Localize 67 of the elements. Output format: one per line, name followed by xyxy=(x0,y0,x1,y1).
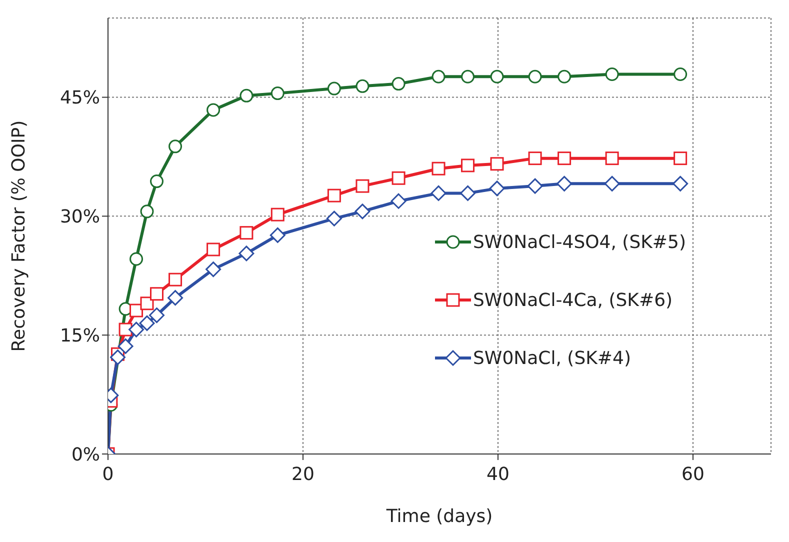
point xyxy=(150,287,164,301)
point xyxy=(140,204,154,218)
point xyxy=(527,178,543,194)
point xyxy=(490,70,504,84)
point xyxy=(118,322,132,336)
point xyxy=(240,88,254,102)
y-tick-label: 45% xyxy=(60,88,100,109)
point xyxy=(605,152,619,166)
point xyxy=(140,296,154,310)
point xyxy=(558,70,572,84)
legend-label: SW0NaCl, (SK#4) xyxy=(473,348,631,368)
y-axis-title: Recovery Factor (% OOIP) xyxy=(8,120,30,352)
point xyxy=(674,152,688,166)
point xyxy=(528,70,542,84)
y-tick-label: 15% xyxy=(60,325,100,346)
point xyxy=(356,179,370,193)
point xyxy=(432,162,446,176)
point xyxy=(489,180,505,196)
point xyxy=(327,188,341,202)
legend-label: SW0NaCl-4SO4, (SK#5) xyxy=(473,232,686,252)
point xyxy=(392,77,406,91)
point xyxy=(356,79,370,93)
point xyxy=(168,272,182,286)
point xyxy=(238,246,254,262)
point xyxy=(206,262,222,278)
point xyxy=(130,252,144,266)
point xyxy=(354,204,370,220)
point xyxy=(461,158,475,172)
y-tick-label: 0% xyxy=(71,444,100,466)
point xyxy=(270,86,284,100)
point xyxy=(490,157,504,171)
point xyxy=(206,103,220,117)
point xyxy=(604,176,620,192)
point xyxy=(168,290,184,306)
point xyxy=(270,208,284,222)
x-tick-label: 40 xyxy=(486,464,510,485)
point xyxy=(672,176,688,192)
point xyxy=(270,227,286,243)
point xyxy=(674,68,688,82)
point xyxy=(240,226,254,240)
point xyxy=(461,70,475,84)
legend-label: SW0NaCl-4Ca, (SK#6) xyxy=(473,290,673,310)
point xyxy=(528,152,542,166)
point xyxy=(110,350,126,366)
point xyxy=(556,176,572,192)
x-tick-label: 60 xyxy=(682,464,704,485)
x-tick-label: 0 xyxy=(102,464,114,485)
point xyxy=(390,193,406,209)
point xyxy=(149,308,164,324)
point xyxy=(558,152,572,166)
point xyxy=(327,82,341,96)
point xyxy=(118,338,134,354)
point xyxy=(139,315,155,331)
point xyxy=(432,70,446,84)
point xyxy=(206,242,220,256)
point xyxy=(326,210,342,226)
point xyxy=(430,185,446,201)
point xyxy=(130,304,144,318)
x-tick-label: 20 xyxy=(292,464,314,485)
point xyxy=(168,140,182,154)
point xyxy=(150,174,164,188)
y-tick-label: 30% xyxy=(60,206,100,228)
x-axis-title: Time (days) xyxy=(385,506,493,527)
point xyxy=(128,322,144,338)
point xyxy=(605,68,619,82)
point xyxy=(460,185,476,201)
point xyxy=(392,171,406,185)
